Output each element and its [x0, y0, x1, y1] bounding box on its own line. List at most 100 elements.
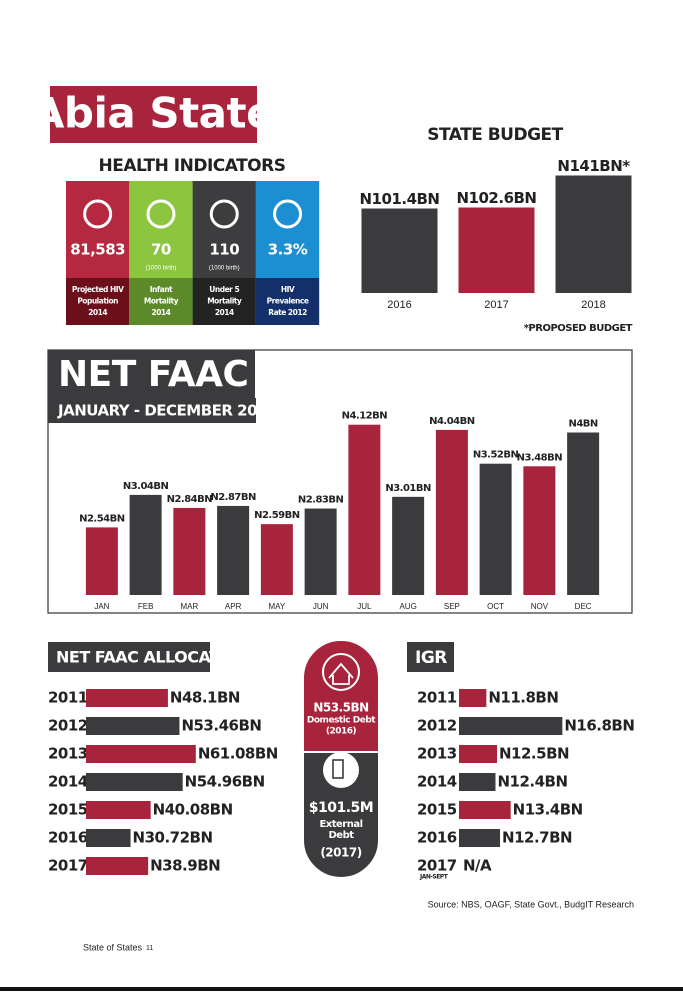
value-label: N12.7BN	[502, 829, 572, 847]
faac-subtitle-box	[48, 398, 256, 423]
x-tick-label: JUL	[357, 602, 372, 611]
house-icon-shape	[328, 662, 354, 685]
card-value: 70	[151, 241, 171, 259]
bar	[459, 829, 501, 847]
value-label: N40.08BN	[153, 801, 233, 819]
card-sub: (1000 birth)	[146, 266, 177, 272]
card-top	[66, 181, 130, 278]
card-label: Infant	[150, 285, 173, 294]
card-label: HIV	[281, 285, 295, 294]
y-tick-label: 2012	[417, 717, 457, 735]
y-tick-label: 2015	[48, 801, 88, 819]
x-tick-label: 2018	[581, 299, 605, 311]
faac-title-box	[48, 350, 255, 398]
building-icon-shape	[332, 759, 344, 779]
value-label: N13.4BN	[513, 801, 583, 819]
y-tick-label: 2011	[417, 689, 457, 707]
value-label: N2.87BN	[210, 492, 256, 503]
card-bottom	[255, 278, 320, 325]
value-label: N102.6BN	[457, 189, 537, 207]
igr-title-box	[407, 642, 454, 672]
bar	[86, 745, 196, 763]
x-tick-label: APR	[225, 602, 242, 611]
value-label: N2.83BN	[298, 495, 344, 506]
value-label: N53.46BN	[181, 717, 261, 735]
x-tick-label: OCT	[487, 602, 504, 611]
value-label: N3.01BN	[385, 483, 431, 494]
igr-note: JAN-SEPT	[419, 874, 449, 881]
card-icon	[83, 199, 113, 229]
card-bottom	[66, 278, 130, 325]
bar	[458, 207, 535, 293]
external-debt-year: (2017)	[320, 846, 361, 860]
x-tick-label: SEP	[444, 602, 460, 611]
card-label: 2014	[152, 308, 171, 317]
value-label: N2.84BN	[167, 494, 213, 505]
bar	[361, 208, 438, 293]
y-tick-label: 2016	[417, 829, 457, 847]
card-label: 2014	[88, 308, 107, 317]
bar	[260, 524, 293, 595]
bar	[304, 508, 337, 595]
value-label: N3.04BN	[123, 481, 169, 492]
domestic-debt-label: Domestic Debt	[307, 716, 376, 726]
y-tick-label: 2011	[48, 689, 88, 707]
y-tick-label: 2014	[417, 773, 457, 791]
external-debt-value: $101.5M	[309, 800, 373, 816]
x-tick-label: MAR	[180, 602, 198, 611]
value-label: N38.9BN	[150, 857, 220, 875]
x-tick-label: MAY	[269, 602, 286, 611]
y-tick-label: 2013	[417, 745, 457, 763]
external-debt-label: External	[319, 819, 362, 830]
bar	[217, 505, 250, 595]
faac-subtitle: JANUARY - DECEMBER 2017	[57, 402, 277, 420]
y-tick-label: 2017	[417, 857, 457, 875]
value-label: N12.4BN	[497, 773, 567, 791]
value-label: N16.8BN	[564, 717, 634, 735]
card-top	[129, 181, 193, 278]
bar	[459, 689, 487, 707]
value-label: N2.59BN	[254, 510, 300, 521]
card-label: Population	[77, 297, 118, 306]
bar	[567, 432, 600, 595]
domestic-debt-year: (2016)	[326, 727, 357, 737]
bar	[86, 829, 131, 847]
x-tick-label: 2016	[387, 299, 411, 311]
value-label: N2.54BN	[79, 513, 125, 524]
card-bottom	[192, 278, 256, 325]
bottom-rule	[0, 987, 683, 991]
card-label: Prevalence	[267, 297, 309, 306]
alloc-title: NET FAAC ALLOCATION	[56, 648, 251, 667]
value-label: N30.72BN	[133, 829, 213, 847]
faac-frame	[47, 349, 633, 614]
bar	[459, 801, 511, 819]
card-bottom	[129, 278, 193, 325]
value-label: N4.04BN	[429, 416, 475, 427]
x-tick-label: NOV	[531, 602, 549, 611]
y-tick-label: 2017	[48, 857, 88, 875]
bar	[435, 429, 468, 595]
page-title: Abia State	[32, 89, 274, 138]
bar	[86, 857, 149, 875]
domestic-debt-value: N53.5BN	[313, 701, 368, 715]
card-icon	[209, 199, 239, 229]
card-icon	[273, 199, 303, 229]
card-label: Rate 2012	[268, 308, 307, 317]
value-label: N54.96BN	[185, 773, 265, 791]
value-label: N3.48BN	[517, 452, 563, 463]
bar	[173, 507, 206, 595]
card-label: Projected HIV	[72, 285, 124, 294]
value-label: N48.1BN	[170, 689, 240, 707]
bar	[392, 496, 425, 595]
y-tick-label: 2013	[48, 745, 88, 763]
card-label: Mortality	[207, 297, 242, 306]
page-number: 11	[146, 945, 153, 952]
card-label: Under 5	[209, 285, 239, 294]
x-tick-label: JAN	[94, 602, 109, 611]
alloc-title-box	[48, 642, 210, 672]
bar	[479, 463, 512, 595]
card-top	[255, 181, 320, 278]
card-value: 110	[209, 241, 239, 259]
y-tick-label: 2015	[417, 801, 457, 819]
